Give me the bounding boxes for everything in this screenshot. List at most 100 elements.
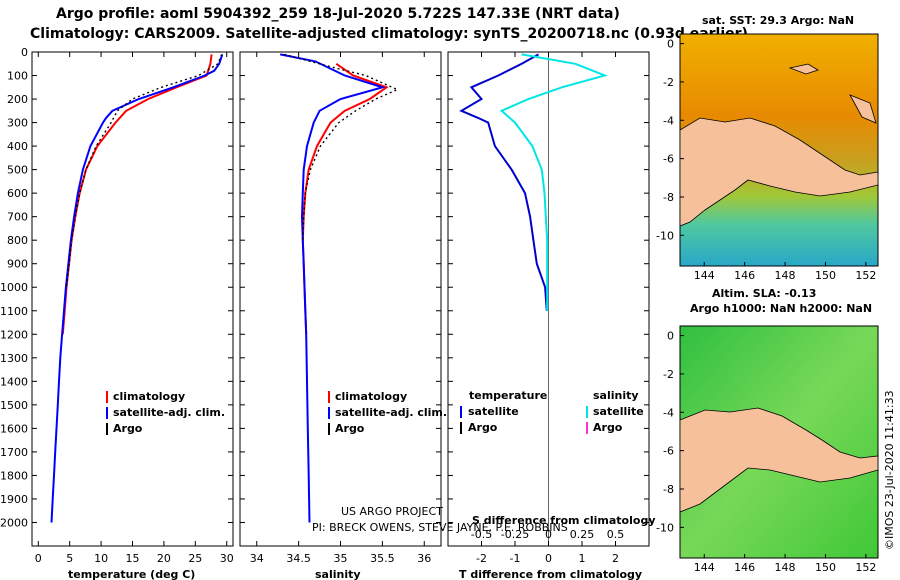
legend-label-argo: Argo [335,422,365,435]
map-y-tick-label: -10 [656,521,674,534]
x-tick-label: 10 [94,552,108,565]
temperature-x-label: temperature (deg C) [68,568,195,580]
y-tick-label: 1500 [0,399,28,412]
y-tick-label: 1900 [0,493,28,506]
legend-label-climatology: climatology [113,390,185,403]
map-x-tick-label: 152 [855,269,876,282]
difference-secondary-x-label: S difference from climatology [472,514,656,527]
series-line-salinity-satellite [499,53,608,311]
salinity-panel-frame [239,51,442,547]
secondary-x-tick-label: 0.5 [607,528,625,541]
chart-title-line2: Climatology: CARS2009. Satellite-adjuste… [30,26,748,42]
series-line-satellite-adj-clim- [50,54,224,523]
y-tick-label: 200 [7,93,28,106]
x-tick-label: 5 [66,552,73,565]
map-x-tick-label: 144 [694,561,715,574]
x-tick-label: 0 [545,552,552,565]
x-tick-label: 2 [612,552,619,565]
legend-label-t-argo: Argo [468,421,498,434]
x-tick-label: -1 [510,552,521,565]
y-tick-label: 1000 [0,281,28,294]
map-y-tick-label: -10 [656,229,674,242]
x-tick-label: 15 [126,552,140,565]
x-tick-label: 0 [35,552,42,565]
map-y-tick-label: -8 [663,191,674,204]
map-y-tick-label: -6 [663,445,674,458]
y-tick-label: 1100 [0,305,28,318]
watermark: ©IMOS 23-Jul-2020 11:41:33 [883,390,896,550]
depth-map-landmass [679,407,879,513]
series-line-satellite-adj-clim- [280,53,386,523]
salinity-plot: 34 34.5 35 35.5 36 [240,51,441,565]
map-y-tick-label: -8 [663,483,674,496]
y-tick-label: 500 [7,164,28,177]
sst-map-island [849,94,877,124]
temperature-panel-frame [31,51,234,547]
map-x-tick-label: 148 [775,269,796,282]
y-tick-label: 100 [7,70,28,83]
y-tick-label: 800 [7,234,28,247]
y-tick-label: 400 [7,140,28,153]
x-tick-label: 34.5 [286,552,311,565]
x-tick-label: 36 [417,552,431,565]
chart-title-line1: Argo profile: aoml 5904392_259 18-Jul-20… [56,6,620,22]
secondary-x-tick-label: -0.5 [471,528,492,541]
map-x-tick-label: 150 [815,561,836,574]
x-tick-label: 25 [188,552,202,565]
secondary-x-tick-label: -0.25 [501,528,529,541]
temperature-plot: 0100200300400500600700800900100011001200… [0,46,234,565]
sst-map-title: sat. SST: 29.3 Argo: NaN [702,14,854,27]
legend-label-s-argo: Argo [593,421,623,434]
map-y-tick-label: -2 [663,76,674,89]
map-x-tick-label: 148 [775,561,796,574]
series-line-argo [284,53,400,241]
x-tick-label: -2 [476,552,487,565]
map-y-tick-label: -6 [663,153,674,166]
y-tick-label: 1400 [0,375,28,388]
map-y-tick-label: -4 [663,114,674,127]
x-tick-label: 35.5 [370,552,395,565]
map-x-tick-label: 146 [734,561,755,574]
x-tick-label: 20 [157,552,171,565]
map-x-tick-label: 144 [694,269,715,282]
x-tick-label: 1 [579,552,586,565]
y-tick-label: 0 [21,46,28,59]
depth-map-axes: 144 146 148 150 152 0 -2 -4 -6 -8 -10 [656,330,876,574]
x-tick-label: 30 [220,552,234,565]
legend-label-climatology: climatology [335,390,407,403]
legend-label-argo: Argo [113,422,143,435]
difference-plot: -2 -1 0 1 2-0.5 -0.25 0 0.25 0.5 [448,51,649,565]
y-tick-label: 2000 [0,516,28,529]
difference-legend: temperature salinity satellite Argo sate… [460,389,644,434]
sst-map-landmass [679,117,879,227]
map-x-tick-label: 150 [815,269,836,282]
y-tick-label: 900 [7,258,28,271]
salinity-x-label: salinity [315,568,361,580]
map-y-tick-label: -4 [663,406,674,419]
y-tick-label: 1700 [0,446,28,459]
x-tick-label: 35 [334,552,348,565]
legend-title-salinity: salinity [593,389,639,402]
y-tick-label: 600 [7,187,28,200]
legend-label-t-satellite: satellite [468,405,519,418]
y-tick-label: 1600 [0,422,28,435]
legend-label-satellite-adj: satellite-adj. clim. [113,406,225,419]
depth-map-title: Argo h1000: NaN h2000: NaN [690,302,872,315]
sst-map-axes: 144 146 148 150 152 0 -2 -4 -6 -8 -10 [656,38,876,282]
x-tick-label: 34 [250,552,264,565]
difference-x-label: T difference from climatology [459,568,642,580]
series-line-temperature-satellite [459,53,548,311]
temperature-legend: climatology satellite-adj. clim. Argo [106,390,225,435]
legend-label-satellite-adj: satellite-adj. clim. [335,406,447,419]
map-x-tick-label: 146 [734,269,755,282]
y-tick-label: 300 [7,117,28,130]
y-tick-label: 1200 [0,328,28,341]
y-tick-label: 700 [7,211,28,224]
map-y-tick-label: 0 [667,38,674,51]
y-tick-label: 1800 [0,469,28,482]
sst-map-island [788,63,819,75]
pi-annotation-project: US ARGO PROJECT [341,505,443,518]
map-x-tick-label: 152 [855,561,876,574]
legend-label-s-satellite: satellite [593,405,644,418]
